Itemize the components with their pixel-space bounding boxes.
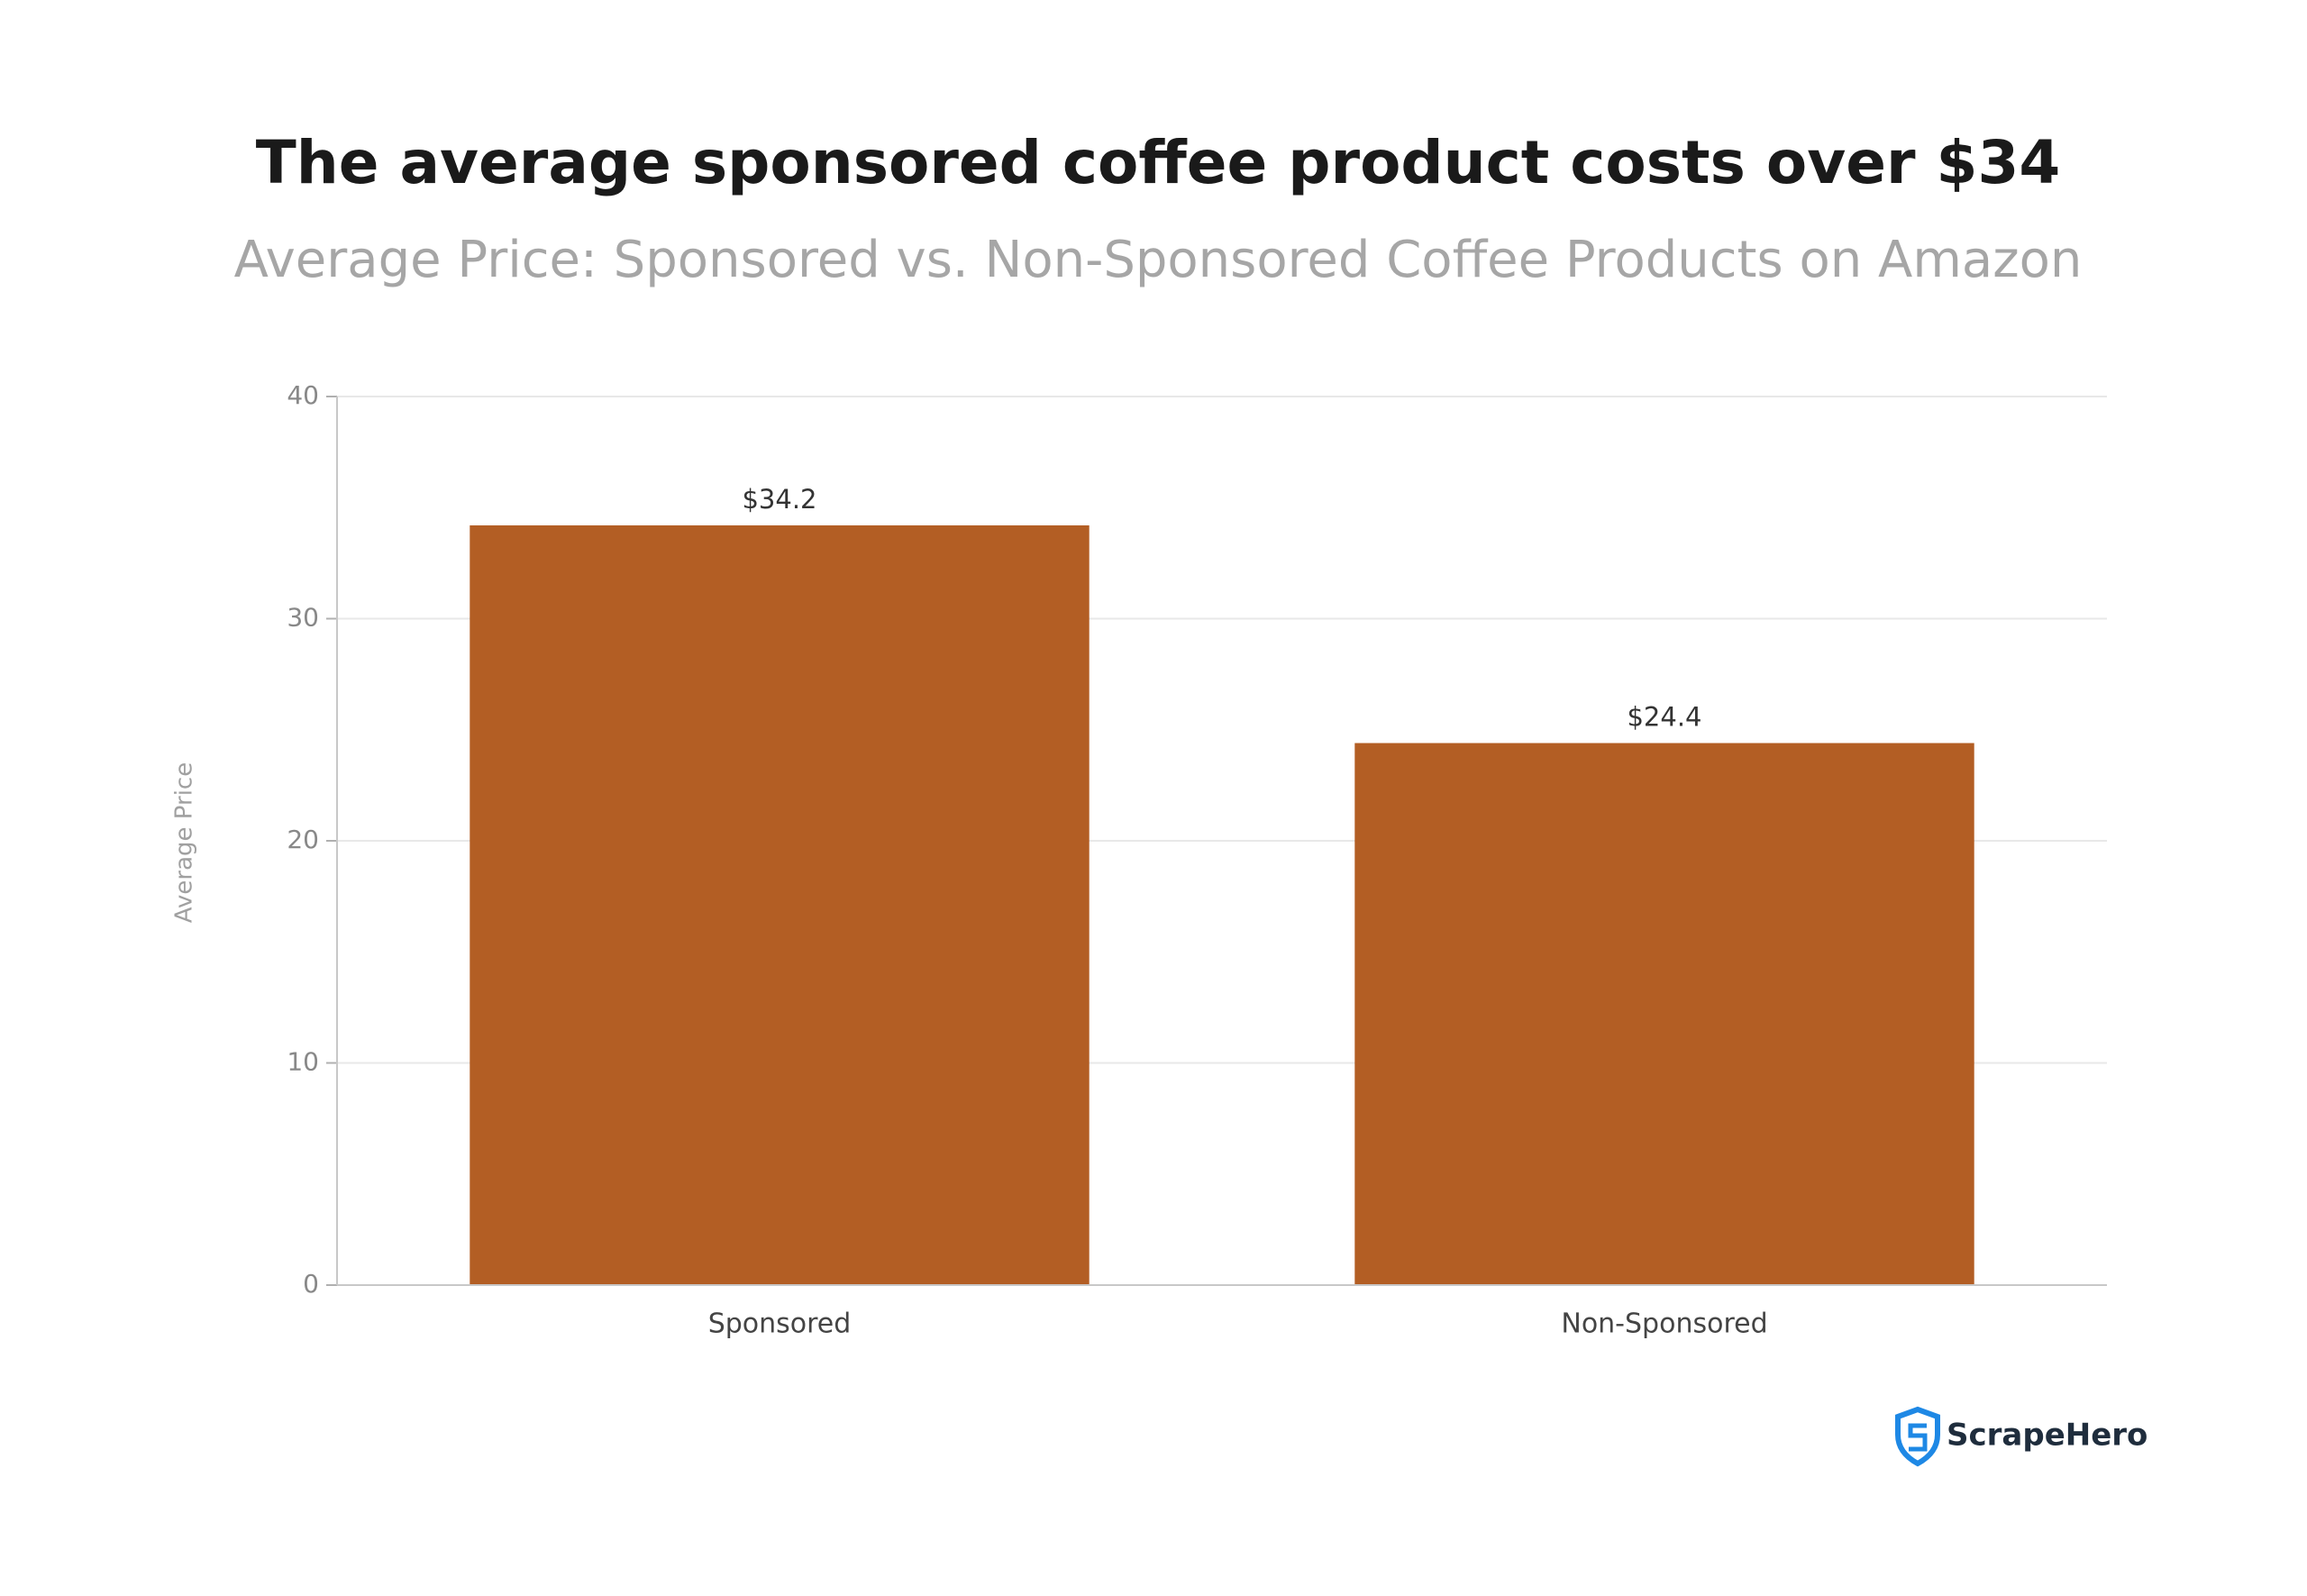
x-tick-label: Sponsored bbox=[708, 1309, 852, 1340]
y-tick-label: 30 bbox=[287, 603, 319, 633]
brand-name: ScrapeHero bbox=[1947, 1418, 2147, 1454]
brand-logo: ScrapeHero bbox=[1895, 1406, 2147, 1467]
y-tick-label: 20 bbox=[287, 825, 319, 854]
y-axis-label: Average Price bbox=[171, 762, 198, 923]
bar bbox=[470, 524, 1090, 1285]
logo-shield bbox=[1895, 1406, 1940, 1467]
logo-mark bbox=[1908, 1423, 1928, 1452]
value-label: $24.4 bbox=[1627, 702, 1701, 733]
y-tick-label: 40 bbox=[287, 380, 319, 410]
chart-title: The average sponsored coffee product cos… bbox=[256, 128, 2061, 197]
y-tick-label: 0 bbox=[303, 1269, 319, 1299]
x-tick-label: Non-Sponsored bbox=[1561, 1309, 1767, 1340]
value-label: $34.2 bbox=[742, 484, 816, 515]
bar bbox=[1354, 743, 1974, 1285]
chart-subtitle: Average Price: Sponsored vs. Non-Sponsor… bbox=[234, 231, 2083, 289]
y-tick-label: 10 bbox=[287, 1047, 319, 1077]
